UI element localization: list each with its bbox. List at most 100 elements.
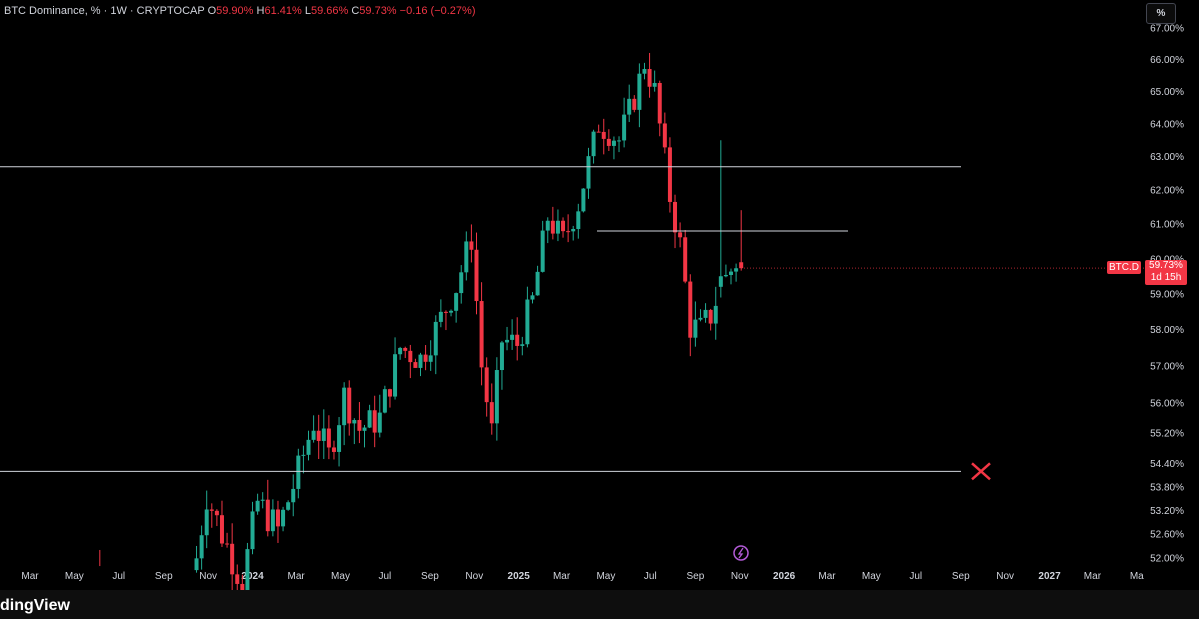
candle-body: [199, 535, 204, 559]
candle-body: [667, 147, 672, 202]
x-tick-label: Nov: [199, 571, 217, 582]
candle-body: [723, 274, 728, 277]
x-tick-label: 2024: [241, 571, 264, 582]
candle-body: [698, 317, 703, 320]
y-tick-label: 58.00%: [1150, 325, 1184, 336]
last-price-value: 59.73%: [1149, 260, 1183, 271]
candle-body: [515, 334, 520, 346]
x-tick-label: Jul: [909, 571, 922, 582]
candle-body: [622, 114, 627, 141]
x-tick-label: May: [862, 571, 881, 582]
x-tick-label: Mar: [21, 571, 39, 582]
candle-body: [617, 140, 622, 142]
candle-body: [474, 249, 479, 302]
candle-body: [611, 140, 616, 146]
candle-body: [591, 131, 596, 157]
last-price-badge: 59.73% 1d 15h: [1145, 260, 1187, 285]
candle-body: [321, 428, 326, 441]
candle-body: [642, 69, 647, 74]
legend-high-value: 61.41%: [264, 5, 302, 17]
y-tick-label: 65.00%: [1150, 87, 1184, 98]
candle-body: [535, 271, 540, 296]
legend-title: BTC Dominance, % · 1W · CRYPTOCAP: [4, 5, 205, 17]
symbol-badge: BTC.D: [1107, 261, 1141, 274]
candle-body: [357, 420, 362, 431]
invalidated-x-icon: [971, 462, 991, 481]
candle-body: [566, 231, 571, 233]
candle-body: [576, 211, 581, 229]
candle-body: [678, 232, 683, 238]
candle-body: [647, 69, 652, 87]
candle-body: [443, 311, 448, 313]
candle-body: [571, 228, 576, 232]
candle-body: [596, 131, 601, 133]
candle-body: [693, 319, 698, 338]
candle-body: [311, 430, 316, 440]
y-tick-label: 52.60%: [1150, 530, 1184, 541]
candle-body: [382, 389, 387, 413]
candle-body: [673, 201, 678, 233]
x-tick-label: Sep: [952, 571, 970, 582]
x-tick-label: 2025: [508, 571, 531, 582]
candle-body: [708, 309, 713, 324]
candle-body: [408, 350, 413, 363]
legend-high-label: H: [256, 5, 265, 17]
footer-bar: [0, 590, 1199, 619]
candle-body: [438, 311, 443, 322]
x-tick-label: Nov: [465, 571, 483, 582]
percent-scale-button[interactable]: %: [1146, 3, 1176, 24]
legend-close-label: C: [351, 5, 360, 17]
candle-body: [250, 511, 255, 550]
y-tick-label: 59.00%: [1150, 289, 1184, 300]
y-tick-label: 54.40%: [1150, 459, 1184, 470]
candle-body: [423, 354, 428, 362]
candle-body: [545, 220, 550, 231]
candle-body: [499, 342, 504, 371]
candle-body: [377, 412, 382, 433]
candle-body: [729, 271, 734, 275]
candle-body: [214, 510, 219, 516]
candle-body: [230, 543, 235, 575]
candle-body: [510, 334, 515, 340]
candle-body: [372, 410, 377, 433]
y-tick-label: 52.00%: [1150, 554, 1184, 565]
candle-body: [209, 509, 214, 511]
candle-body: [550, 220, 555, 234]
candle-body: [464, 241, 469, 273]
y-tick-label: 53.80%: [1150, 482, 1184, 493]
candle-body: [281, 509, 286, 527]
y-tick-label: 66.00%: [1150, 55, 1184, 66]
candle-body: [240, 583, 245, 594]
candle-body: [561, 220, 566, 232]
legend-open-value: 59.90%: [216, 5, 254, 17]
y-tick-label: 67.00%: [1150, 24, 1184, 35]
candle-body: [362, 427, 367, 431]
candle-body: [627, 98, 632, 115]
candle-body: [555, 220, 560, 234]
candle-body: [219, 515, 224, 544]
candle-body: [530, 295, 535, 300]
y-tick-label: 64.00%: [1150, 119, 1184, 130]
candle-body: [296, 455, 301, 489]
x-tick-label: May: [65, 571, 84, 582]
lightning-bolt-icon: [737, 547, 744, 559]
candle-body: [606, 138, 611, 146]
candle-body: [352, 420, 357, 424]
x-tick-label: Jul: [378, 571, 391, 582]
x-tick-label: Sep: [155, 571, 173, 582]
x-tick-label: Sep: [421, 571, 439, 582]
x-tick-label: May: [331, 571, 350, 582]
x-tick-label: Mar: [288, 571, 306, 582]
x-tick-label: Ma: [1130, 571, 1144, 582]
candle-body: [433, 321, 438, 356]
legend-open-label: O: [207, 5, 217, 17]
y-tick-label: 57.00%: [1150, 362, 1184, 373]
candle-body: [469, 241, 474, 250]
candle-body: [367, 410, 372, 428]
candle-body: [204, 509, 209, 536]
candle-body: [540, 230, 545, 272]
candle-body: [525, 299, 530, 345]
candle-body: [718, 276, 723, 287]
